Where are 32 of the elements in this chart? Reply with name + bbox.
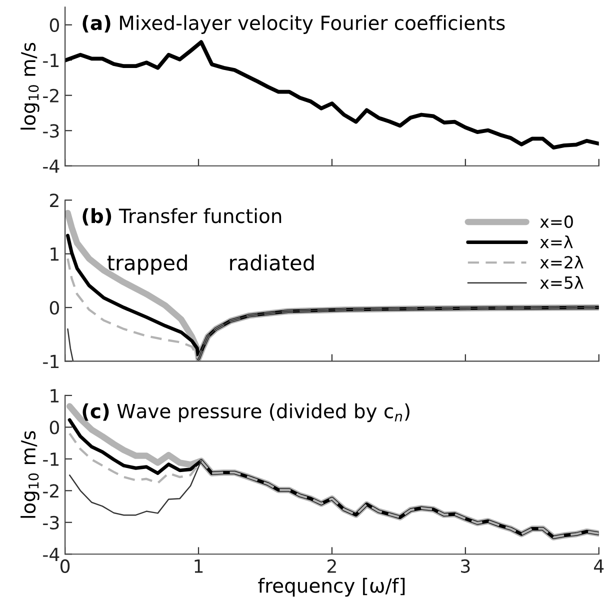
x-tick-label: 0: [60, 559, 70, 573]
y-tick-label: -1: [43, 354, 59, 368]
y-tick-label: -4: [43, 160, 60, 173]
y-tick-label: 0: [50, 300, 59, 315]
y-tick-label: 1: [50, 389, 59, 402]
y-axis-title: log$_{10}$ m/s: [20, 431, 40, 518]
legend-label: x=λ: [540, 235, 573, 248]
legend-label: x=0: [540, 215, 573, 228]
y-tick-label: -3: [43, 124, 59, 138]
y-tick-label: 2: [50, 194, 58, 207]
y-tick-label: -2: [43, 88, 58, 102]
y-tick-label: -4: [43, 548, 60, 561]
legend-label: x=5λ: [540, 276, 584, 289]
y-tick-label: -1: [43, 452, 59, 466]
x-tick-label: 4: [594, 560, 604, 573]
x-axis-title: frequency [ω/f]: [258, 578, 405, 597]
y-tick-label: 0: [50, 420, 59, 434]
x-tick-label: 2: [328, 559, 336, 573]
y-tick-label: -2: [43, 484, 58, 498]
y-tick-label: 1: [50, 248, 59, 261]
annotation: trapped: [107, 254, 187, 275]
chart-title: (c) Wave pressure (divided by c$_{n}$): [82, 403, 410, 422]
x-tick-label: 1: [194, 560, 203, 573]
x-tick-label: 3: [461, 559, 470, 573]
annotation: radiated: [230, 254, 314, 271]
chart-title: (b) Transfer function: [82, 208, 282, 226]
chart-title: (a) Mixed-layer velocity Fourier coefficients: [82, 15, 505, 34]
legend-label: x=2λ: [540, 256, 584, 268]
y-axis-title: log$_{10}$ m/s: [20, 42, 40, 130]
y-tick-label: -3: [43, 516, 59, 530]
y-tick-label: 0: [50, 18, 59, 32]
y-tick-label: -1: [43, 54, 59, 67]
